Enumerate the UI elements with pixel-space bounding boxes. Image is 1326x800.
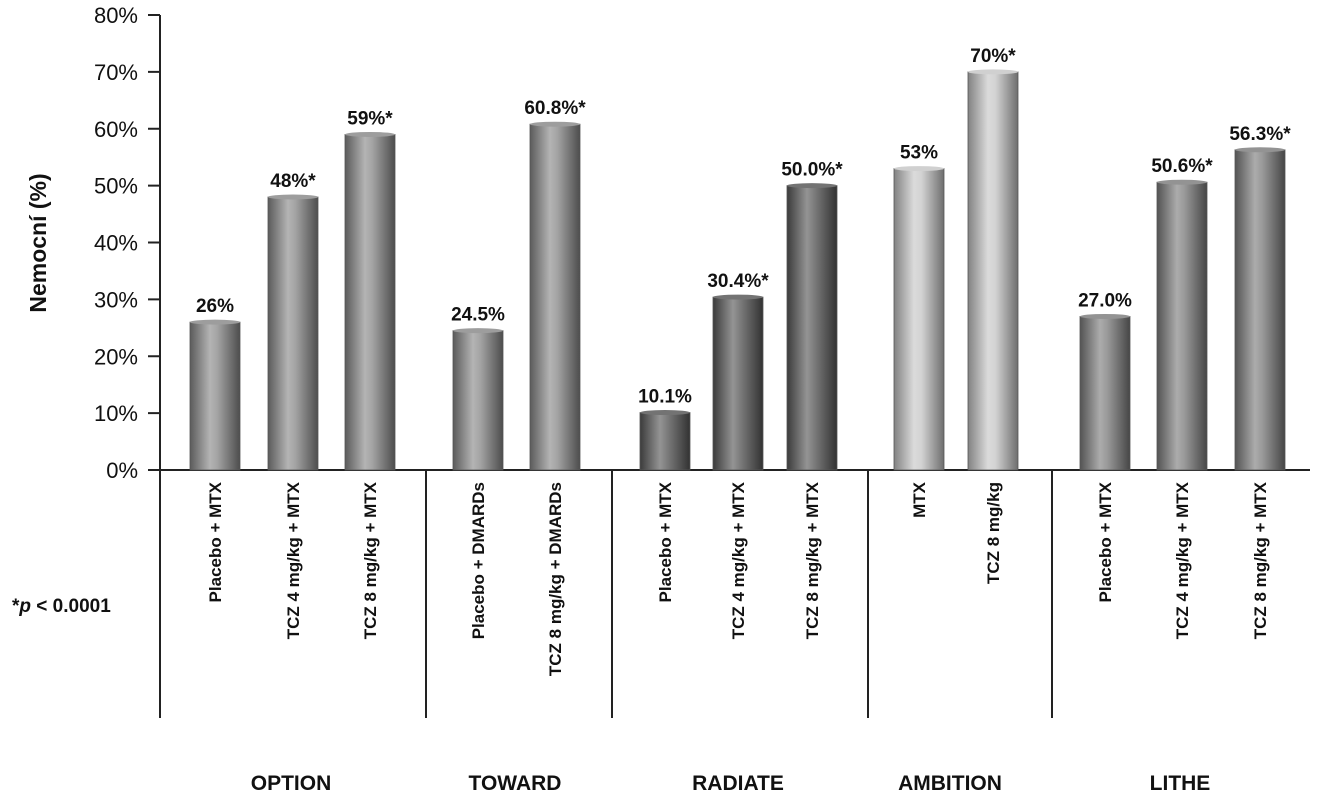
footnote-rest: < 0.0001 [31,596,111,617]
bar-radiate-1 [639,412,691,471]
category-label: TCZ 8 mg/kg + MTX [1251,481,1270,639]
axes: 0% 10% 20% 30% 40% 50% 60% 70% 80% [94,3,1310,718]
category-label: TCZ 8 mg/kg + MTX [803,481,822,639]
bar-top [1080,313,1130,319]
category-label: TCZ 8 mg/kg + DMARDs [546,482,565,676]
footnote-p: p [18,596,31,617]
bar-lithe-2 [1156,181,1208,471]
bar-top [190,319,240,325]
data-label: 70%* [970,46,1016,67]
group-label-lithe: LITHE [1150,772,1211,795]
bar-top [894,166,944,172]
data-label: 53% [900,143,938,164]
bar-top [268,194,318,200]
bar-option-3 [344,134,396,471]
category-label: TCZ 8 mg/kg [984,482,1003,584]
group-label-toward: TOWARD [469,772,562,795]
group-label-radiate: RADIATE [692,772,784,795]
y-tick-label: 30% [94,287,138,312]
bar-ambition-2 [967,71,1019,471]
data-label: 56.3%* [1229,124,1291,145]
y-tick-label: 40% [94,231,138,256]
bar-top [530,121,580,127]
bars [189,69,1286,471]
data-label: 48%* [270,171,316,192]
category-label: TCZ 4 mg/kg + MTX [729,481,748,639]
data-label: 30.4%* [707,271,769,292]
bar-radiate-3 [786,185,838,471]
labels: 26% Placebo + MTX 48%* TCZ 4 mg/kg + MTX 59%… [196,46,1291,795]
data-label: 60.8%* [524,98,586,119]
bar-lithe-1 [1079,316,1131,471]
y-tick-label: 20% [94,344,138,369]
data-label: 24.5% [451,305,505,326]
bar-radiate-2 [712,296,764,471]
bar-top [345,131,395,137]
bar-ambition-1 [893,168,945,471]
bar-toward-1 [452,330,504,471]
category-label: Placebo + MTX [656,481,675,602]
bar-top [453,328,503,334]
bar-top [1235,147,1285,153]
footnote-prefix: * [12,596,20,617]
group-label-ambition: AMBITION [898,772,1002,795]
y-tick-label: 0% [106,458,138,483]
bar-top [640,410,690,416]
bar-top [787,183,837,189]
data-label: 27.0% [1078,290,1132,311]
bar-option-2 [267,196,319,471]
bar-lithe-3 [1234,149,1286,471]
data-label: 59%* [347,108,393,129]
y-tick-label: 70% [94,60,138,85]
bar-top [713,294,763,300]
y-tick-label: 60% [94,117,138,142]
category-label: TCZ 4 mg/kg + MTX [1173,481,1192,639]
y-axis-label: Nemocní (%) [25,173,51,312]
y-tick-label: 50% [94,174,138,199]
category-label: Placebo + MTX [1096,481,1115,602]
bar-top [968,69,1018,75]
category-label: Placebo + DMARDs [469,482,488,639]
category-label: TCZ 4 mg/kg + MTX [284,481,303,639]
category-label: Placebo + MTX [206,481,225,602]
category-label: TCZ 8 mg/kg + MTX [361,481,380,639]
data-label: 50.0%* [781,160,843,181]
y-tick-label: 80% [94,3,138,28]
bar-toward-2 [529,123,581,471]
bar-top [1157,179,1207,185]
group-label-option: OPTION [251,772,332,795]
y-tick-label: 10% [94,401,138,426]
data-label: 26% [196,296,234,317]
data-label: 10.1% [638,387,692,408]
footnote: *p < 0.0001 [12,596,111,617]
bar-option-1 [189,321,241,471]
category-label: MTX [910,481,929,518]
data-label: 50.6%* [1151,156,1213,177]
